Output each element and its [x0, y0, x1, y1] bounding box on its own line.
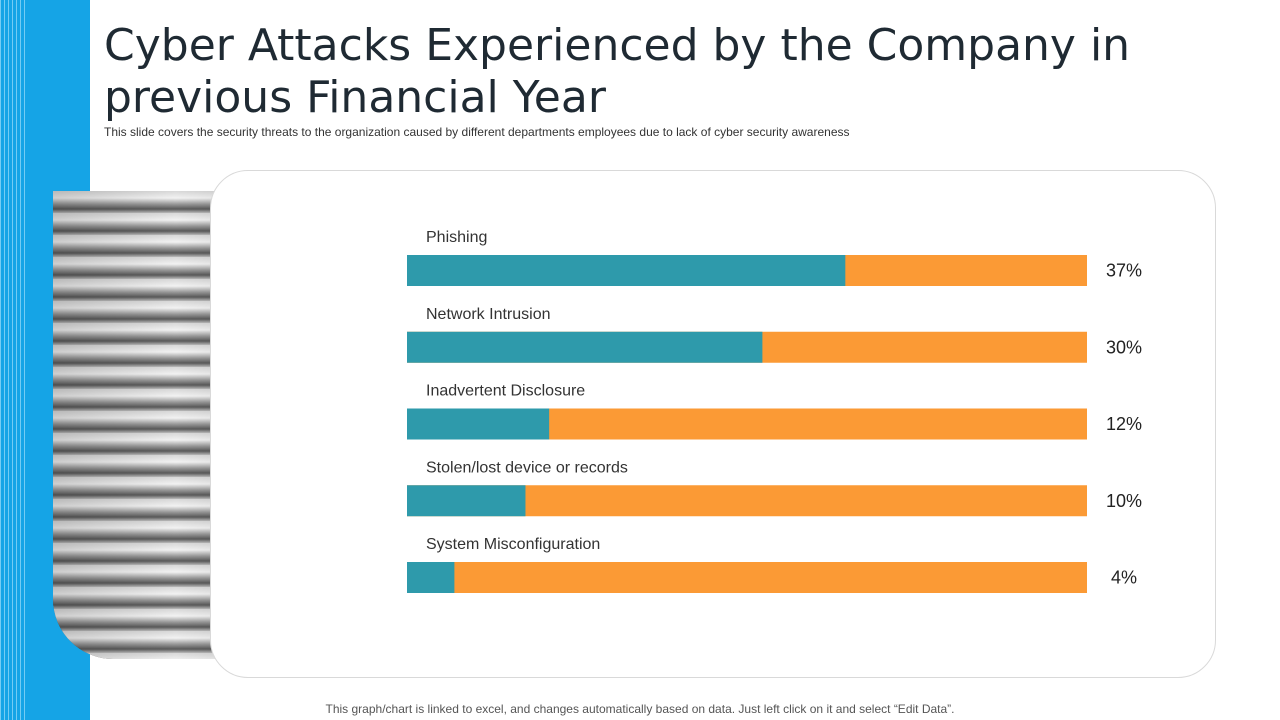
value-label: 4%: [1111, 568, 1137, 588]
value-label: 10%: [1106, 491, 1142, 511]
bar-value[interactable]: [407, 485, 526, 517]
bar-value[interactable]: [407, 255, 846, 286]
value-label: 30%: [1106, 337, 1142, 357]
value-label: 37%: [1106, 261, 1142, 281]
bar-value[interactable]: [407, 408, 550, 440]
value-label: 12%: [1106, 414, 1142, 434]
slide-title: Cyber Attacks Experienced by the Company…: [104, 20, 1131, 123]
category-label: Network Intrusion: [426, 306, 551, 323]
category-label: System Misconfiguration: [426, 536, 600, 553]
bar-remainder[interactable]: [407, 562, 1087, 593]
bar-value[interactable]: [407, 331, 763, 363]
category-label: Stolen/lost device or records: [426, 459, 628, 476]
category-label: Phishing: [426, 229, 487, 246]
stripe-lines: [0, 0, 26, 720]
footer-note: This graph/chart is linked to excel, and…: [325, 702, 955, 716]
slide-subtitle: This slide covers the security threats t…: [104, 125, 850, 139]
bar-value[interactable]: [407, 562, 455, 593]
category-label: Inadvertent Disclosure: [426, 383, 585, 400]
